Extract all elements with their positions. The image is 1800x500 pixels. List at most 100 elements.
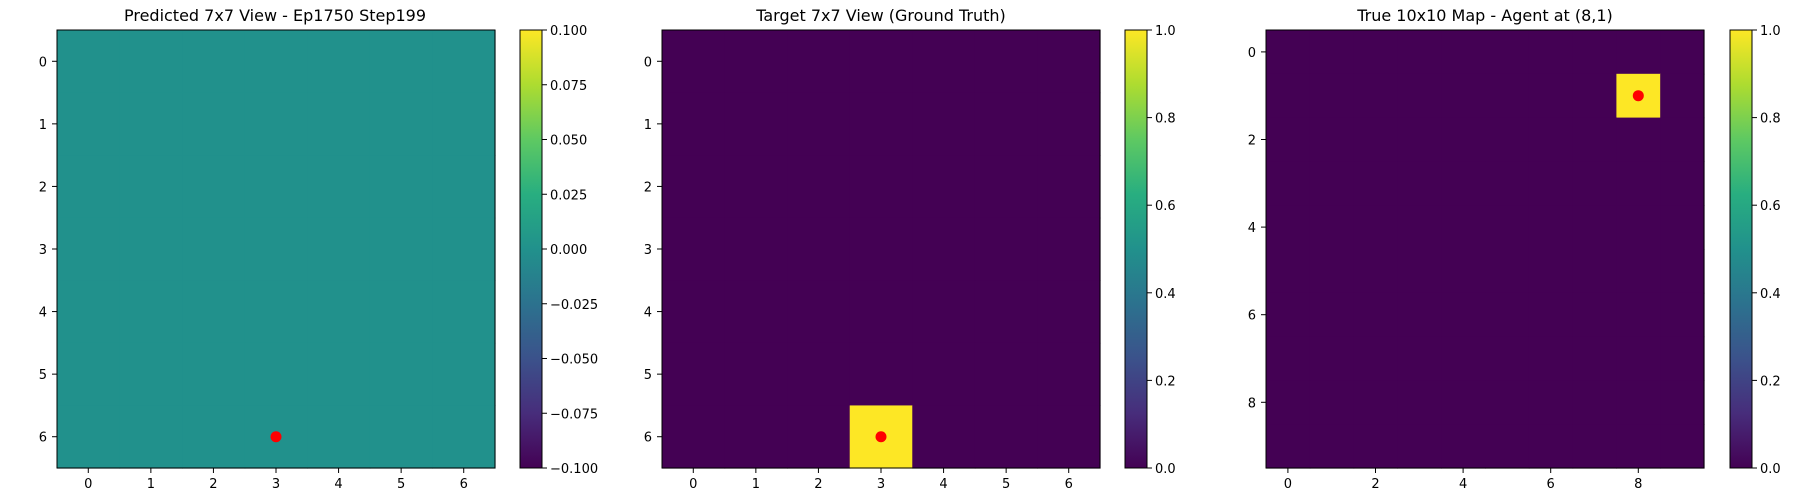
marker-layer: [270, 431, 282, 443]
heatmap-cell: [119, 30, 183, 94]
heatmap-cell: [432, 342, 496, 407]
x-tick-label: 2: [209, 477, 217, 492]
colorbar-tick-label: 0.6: [1155, 199, 1176, 214]
heatmap-cell: [1309, 73, 1355, 119]
heatmap-cell: [1572, 117, 1617, 162]
colorbar-axis: 1.0 0.8 0.6 0.4 0.2 0.0: [1147, 24, 1176, 477]
heatmap-cell: [1309, 205, 1355, 250]
x-tick-label: 2: [814, 477, 822, 492]
heatmap-cell: [1353, 336, 1398, 381]
agent-marker: [875, 431, 887, 443]
colorbar-tick-label: 0.4: [1155, 287, 1176, 302]
heatmap-cell: [1266, 73, 1311, 119]
heatmap-cell: [724, 342, 788, 407]
heatmap-cell: [1266, 30, 1311, 75]
heatmap-cell: [182, 155, 246, 219]
heatmap-cells: [1266, 30, 1705, 469]
y-axis: 0 1 2 3 4 5 6: [39, 55, 57, 446]
heatmap-cell: [244, 342, 308, 407]
agent-marker: [1632, 90, 1644, 102]
heatmap-cell: [1660, 380, 1705, 425]
heatmap-cell: [1485, 424, 1530, 469]
heatmap-cell: [662, 92, 726, 156]
heatmap-cell: [182, 280, 246, 344]
heatmap-cell: [849, 342, 913, 407]
heatmap-cell: [912, 92, 976, 156]
heatmap-cell: [244, 30, 308, 94]
heatmap-cell: [1528, 249, 1574, 294]
heatmap-cell: [369, 30, 434, 94]
heatmap-cell: [1441, 424, 1486, 469]
x-tick-label: 3: [877, 477, 885, 492]
colorbar-tick-label: −0.100: [550, 462, 598, 477]
heatmap-cells: [57, 30, 496, 469]
heatmap-cell: [787, 30, 851, 94]
heatmap-cell: [662, 155, 726, 219]
panel-target-view: Target 7x7 View (Ground Truth) 0 1 2 3 4 5 6 0…: [644, 6, 1176, 492]
heatmap-cell: [432, 155, 496, 219]
heatmap-cell: [974, 217, 1039, 281]
heatmap-cell: [1353, 205, 1398, 250]
heatmap-cells: [662, 30, 1101, 469]
heatmap-cell: [1616, 380, 1661, 425]
y-tick-label: 4: [644, 306, 652, 321]
heatmap-cell: [1616, 117, 1661, 162]
y-axis: 0 1 2 3 4 5 6: [644, 55, 662, 446]
heatmap-cell: [182, 217, 246, 281]
heatmap-cell: [119, 155, 183, 219]
heatmap-cell: [1266, 161, 1311, 206]
colorbar-tick-label: −0.075: [550, 407, 598, 422]
x-tick-label: 4: [1459, 477, 1467, 492]
heatmap-cell: [849, 217, 913, 281]
heatmap-cell: [369, 405, 434, 469]
heatmap-cell: [307, 280, 371, 344]
heatmap-cell: [1616, 336, 1661, 381]
y-tick-label: 0: [644, 55, 652, 70]
heatmap-cell: [974, 30, 1039, 94]
heatmap-cell: [787, 342, 851, 407]
colorbar-tick-label: 0.050: [550, 134, 587, 149]
heatmap-cell: [1616, 292, 1661, 338]
x-tick-label: 5: [1002, 477, 1010, 492]
heatmap-cell: [1616, 30, 1661, 75]
x-tick-label: 0: [689, 477, 697, 492]
colorbar-axis: 1.0 0.8 0.6 0.4 0.2 0.0: [1752, 24, 1781, 477]
heatmap-cell: [974, 405, 1039, 469]
heatmap-cell: [849, 155, 913, 219]
heatmap-cell: [912, 280, 976, 344]
heatmap-cell: [1485, 30, 1530, 75]
colorbar-tick-label: 0.6: [1760, 199, 1781, 214]
heatmap-cell: [57, 217, 121, 281]
heatmap-cell: [974, 92, 1039, 156]
x-tick-label: 2: [1371, 477, 1379, 492]
plot-frame: [1265, 29, 1705, 469]
heatmap-cell: [307, 92, 371, 156]
heatmap-cell: [1660, 336, 1705, 381]
heatmap-cell: [182, 30, 246, 94]
y-tick-label: 6: [39, 431, 47, 446]
heatmap-cell: [307, 405, 371, 469]
x-tick-label: 0: [84, 477, 92, 492]
heatmap-cell: [182, 405, 246, 469]
panel-true-map: True 10x10 Map - Agent at (8,1) 0 2 4 6 8 0 2…: [1248, 6, 1781, 492]
heatmap-cell: [1616, 424, 1661, 469]
x-tick-label: 1: [147, 477, 155, 492]
heatmap-cell: [1397, 380, 1442, 425]
heatmap-cell: [849, 280, 913, 344]
x-tick-label: 6: [1547, 477, 1555, 492]
heatmap-cell: [1528, 292, 1574, 338]
y-tick-label: 1: [644, 118, 652, 133]
heatmap-cell: [662, 217, 726, 281]
heatmap-cell: [787, 280, 851, 344]
heatmap-cell: [1441, 292, 1486, 338]
heatmap-cell: [1441, 205, 1486, 250]
x-tick-label: 5: [397, 477, 405, 492]
heatmap-cell: [119, 280, 183, 344]
heatmap-cell: [912, 405, 976, 469]
heatmap-cell: [1353, 117, 1398, 162]
y-tick-label: 5: [39, 368, 47, 383]
heatmap-cell: [1397, 30, 1442, 75]
x-tick-label: 8: [1634, 477, 1642, 492]
heatmap-cell: [1397, 117, 1442, 162]
heatmap-cell: [369, 342, 434, 407]
